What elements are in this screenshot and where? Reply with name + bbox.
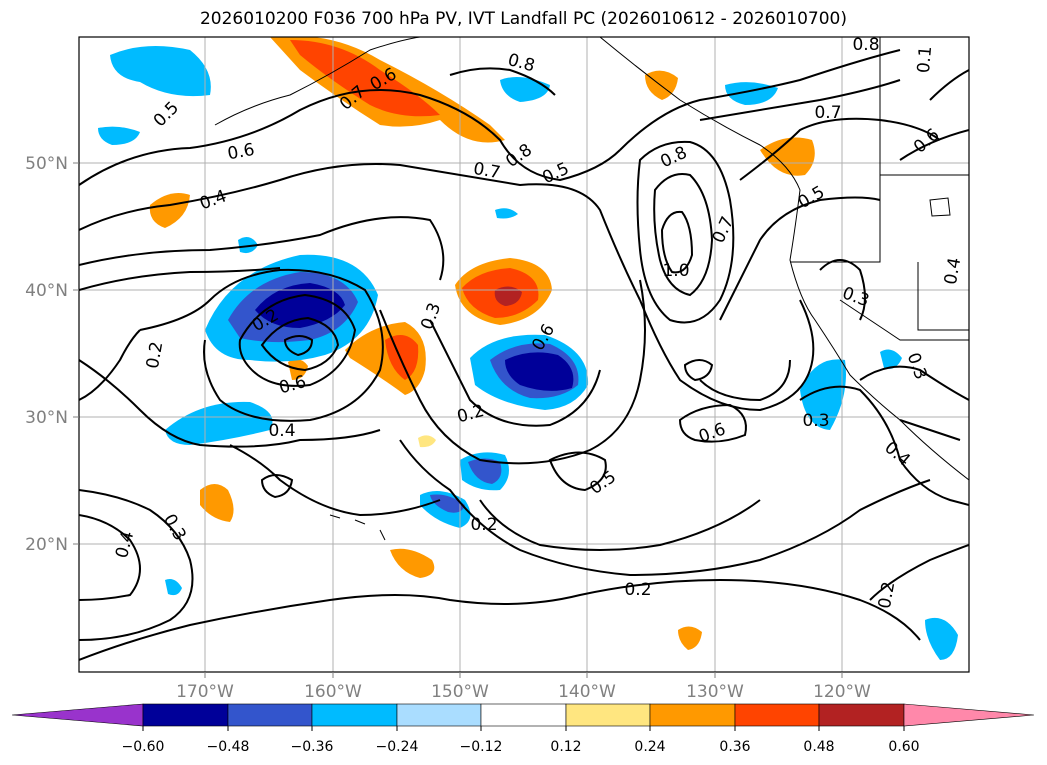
- colorbar-tick-label: −0.60: [122, 739, 165, 755]
- colorbar-swatch: [396, 703, 482, 727]
- colorbar-swatches: [11, 703, 1035, 727]
- lon-label-140w: 140°W: [558, 682, 616, 702]
- lon-label-130w: 130°W: [686, 682, 744, 702]
- lat-label-50n: 50°N: [25, 154, 68, 174]
- contour-label: 0.7: [472, 159, 502, 183]
- colorbar-swatch: [565, 703, 651, 727]
- colorbar-tick-label: −0.36: [291, 739, 334, 755]
- lon-label-150w: 150°W: [431, 682, 489, 702]
- latitude-labels: 50°N 40°N 30°N 20°N: [25, 154, 68, 555]
- lon-label-170w: 170°W: [176, 682, 234, 702]
- colorbar-swatch: [903, 703, 1035, 727]
- contour-label: 0.2: [624, 580, 651, 600]
- lat-label-20n: 20°N: [25, 535, 68, 555]
- coastlines: [214, 37, 969, 541]
- pv-contours: [79, 49, 969, 661]
- colorbar-swatch: [311, 703, 398, 727]
- lat-label-30n: 30°N: [25, 408, 68, 428]
- graticule: [79, 37, 969, 672]
- colorbar-tick-label: −0.24: [376, 739, 419, 755]
- longitude-labels: 170°W 160°W 150°W 140°W 130°W 120°W: [176, 682, 871, 702]
- contour-label: 0.4: [941, 256, 965, 286]
- lat-label-40n: 40°N: [25, 281, 68, 301]
- contour-label: 0.3: [802, 411, 829, 431]
- colorbar-swatch: [734, 703, 820, 727]
- positive-shading: [149, 37, 815, 650]
- colorbar-swatch: [142, 703, 229, 727]
- contour-label: 0.4: [268, 421, 295, 441]
- colorbar-tick-label: 0.12: [550, 739, 581, 755]
- colorbar-tick-label: −0.12: [460, 739, 503, 755]
- colorbar-swatch: [649, 703, 736, 727]
- colorbar-swatch: [818, 703, 905, 727]
- colorbar-tick-label: −0.48: [207, 739, 250, 755]
- contour-label: 0.2: [470, 515, 497, 535]
- lon-label-120w: 120°W: [813, 682, 871, 702]
- contour-label: 1.0: [662, 261, 689, 281]
- colorbar-swatch: [227, 703, 313, 727]
- lon-label-160w: 160°W: [304, 682, 362, 702]
- contour-label: 0.2: [875, 580, 899, 610]
- colorbar-tick-label: 0.60: [888, 739, 919, 755]
- contour-label: 0.1: [914, 45, 936, 74]
- colorbar-swatch: [480, 703, 567, 727]
- colorbar-swatch: [11, 703, 144, 727]
- colorbar-tick-label: 0.36: [719, 739, 750, 755]
- map-frame: [78, 36, 970, 673]
- contour-label: 0.6: [226, 140, 256, 164]
- colorbar-tick-label: 0.48: [803, 739, 834, 755]
- contour-label: 0.2: [143, 340, 167, 370]
- contour-label: 0.7: [814, 103, 841, 123]
- map-title: 2026010200 F036 700 hPa PV, IVT Landfall…: [199, 9, 847, 29]
- colorbar: −0.60 −0.48 −0.36 −0.24 −0.12 0.12 0.24 …: [11, 703, 1035, 755]
- axis-ticks: [73, 162, 843, 678]
- contour-label: 0.8: [852, 35, 879, 55]
- colorbar-tick-label: 0.24: [634, 739, 665, 755]
- colorbar-ticks: [142, 726, 905, 731]
